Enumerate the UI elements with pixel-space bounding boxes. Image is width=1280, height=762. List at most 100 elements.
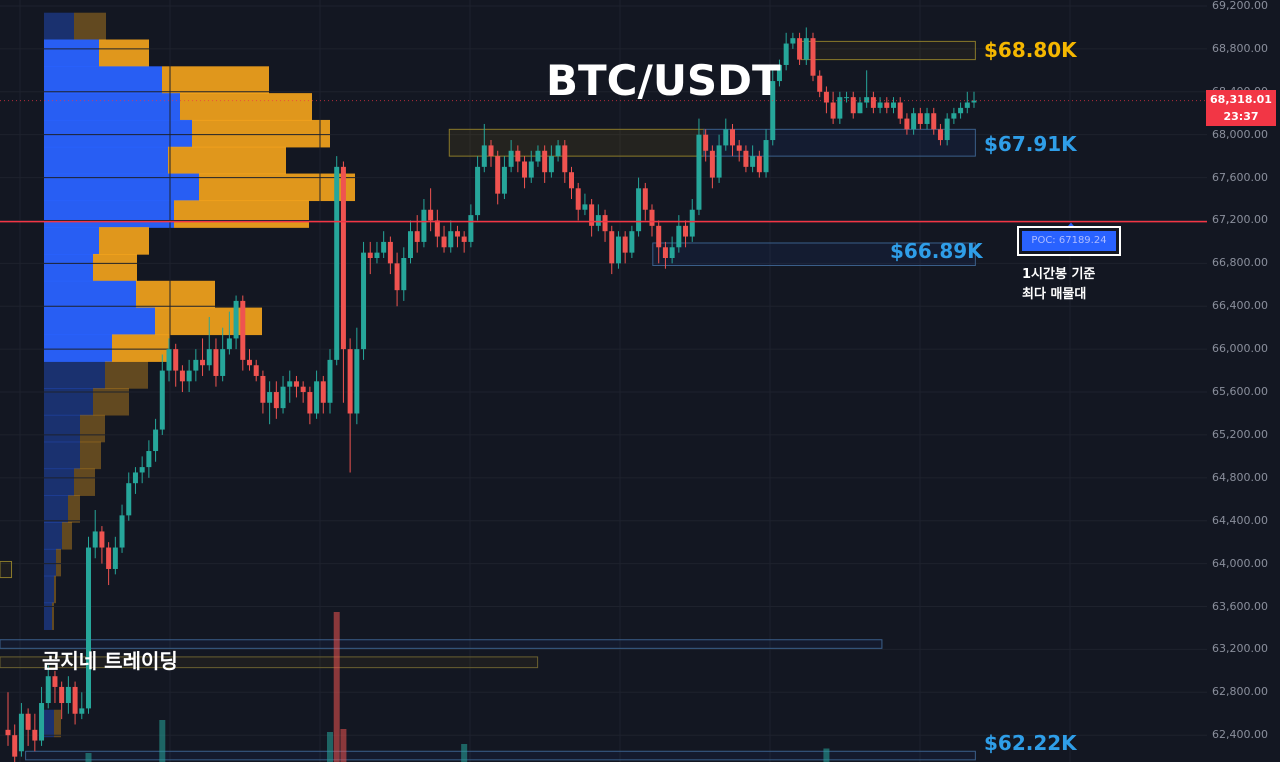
candle-down — [173, 349, 179, 371]
candle-up — [864, 97, 870, 103]
candle-down — [461, 236, 467, 242]
candle-down — [743, 150, 749, 167]
candle-up — [891, 102, 896, 108]
candle-up — [233, 300, 239, 339]
candle-up — [844, 97, 850, 99]
candle-up — [112, 547, 118, 569]
candle-up — [636, 188, 642, 232]
volume-profile-down-bar — [168, 146, 286, 175]
candle-up — [750, 156, 756, 167]
candle-up — [314, 381, 320, 414]
candle-up — [334, 166, 340, 360]
current-price-tag: 68,318.01 23:37 — [1206, 90, 1276, 126]
volume-profile-up-bar — [44, 468, 74, 496]
candle-down — [260, 375, 266, 403]
candle-down — [884, 102, 890, 108]
volume-profile-down-bar — [180, 93, 312, 121]
volume-profile-up-bar — [44, 66, 162, 94]
volume-profile-up-bar — [44, 495, 68, 523]
volume-profile-up-bar — [44, 173, 199, 202]
volume-profile-down-bar — [80, 414, 105, 443]
y-tick-label: 62,400.00 — [1212, 728, 1268, 742]
candles — [5, 27, 977, 762]
y-tick-label: 68,000.00 — [1212, 127, 1268, 141]
candle-down — [569, 172, 574, 189]
candle-up — [146, 451, 152, 468]
candle-down — [367, 252, 373, 258]
volume-profile-down-bar — [68, 495, 80, 523]
volume-profile-up-bar — [44, 93, 180, 121]
y-tick-label: 62,800.00 — [1212, 685, 1268, 699]
candle-up — [964, 102, 970, 108]
candle-down — [904, 118, 910, 130]
candle-up — [944, 118, 950, 141]
volume-profile-down-bar — [54, 575, 56, 604]
poc-note-line-1: 1시간봉 기준 — [1022, 267, 1096, 282]
candle-up — [790, 38, 796, 44]
volume-profile-up-bar — [44, 388, 93, 416]
y-tick-label: 63,200.00 — [1212, 642, 1268, 656]
candle-up — [361, 252, 367, 350]
volume-profile-up-bar — [44, 361, 105, 389]
volume-profile-down-bar — [105, 361, 148, 389]
candle-up — [501, 166, 507, 194]
candle-up — [911, 113, 917, 130]
candle-down — [106, 547, 112, 569]
candle-down — [59, 686, 65, 704]
candle-down — [515, 150, 521, 162]
candle-up — [958, 107, 964, 114]
volume-profile-up-bar — [44, 227, 99, 255]
candle-down — [179, 370, 185, 382]
watermark-brand: 곰지네 트레이딩 — [42, 649, 178, 673]
candle-up — [723, 129, 729, 146]
volume-profile-up-bar — [44, 146, 168, 175]
candle-up — [716, 145, 722, 178]
candle-down — [240, 300, 246, 360]
candle-down — [320, 381, 326, 403]
candle-down — [589, 204, 595, 226]
level-label-62-22k: $62.22K — [984, 731, 1077, 755]
candle-down — [32, 729, 38, 741]
candle-down — [522, 161, 528, 178]
volume-profile-down-bar — [74, 12, 106, 41]
candle-up — [857, 102, 863, 114]
candle-up — [548, 156, 554, 173]
candle-up — [92, 531, 98, 548]
candle-up — [153, 429, 159, 452]
level-label-68-80k: $68.80K — [984, 38, 1077, 62]
candle-down — [200, 359, 206, 366]
candle-up — [220, 349, 226, 376]
zone-67-91k-a — [448, 128, 705, 157]
y-tick-label: 66,400.00 — [1212, 299, 1268, 313]
candle-up — [783, 43, 789, 65]
candle-down — [5, 729, 11, 736]
candle-down — [300, 386, 306, 393]
volume-profile-up-bar — [44, 602, 52, 630]
candle-down — [488, 145, 494, 157]
candle-down — [931, 113, 937, 130]
candle-up — [468, 215, 474, 242]
candle-up — [408, 231, 413, 258]
candle-down — [52, 676, 58, 687]
volume-profile-down-bar — [80, 441, 101, 470]
candle-down — [273, 392, 279, 409]
volume-profile-up-bar — [44, 280, 136, 309]
grid — [0, 0, 1207, 762]
volume-bar — [823, 748, 830, 762]
candle-down — [810, 38, 816, 76]
candle-up — [193, 359, 199, 371]
candle-up — [18, 713, 24, 752]
candle-up — [676, 225, 682, 248]
candle-up — [267, 392, 273, 403]
candle-up — [696, 134, 702, 210]
volume-profile-down-bar — [74, 468, 95, 496]
candle-up — [535, 150, 541, 162]
candle-up — [126, 483, 132, 516]
volume-profile-down-bar — [174, 200, 309, 228]
candle-up — [951, 113, 957, 119]
level-label-67-91k: $67.91K — [984, 132, 1077, 156]
candle-down — [12, 735, 18, 757]
candle-up — [206, 349, 212, 366]
